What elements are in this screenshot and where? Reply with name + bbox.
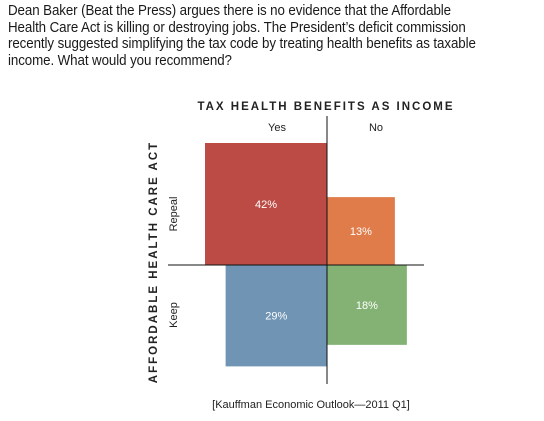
- cell-repeal-yes: [205, 143, 327, 265]
- cell-keep-yes: [225, 265, 327, 367]
- cell-value-label: 13%: [350, 226, 372, 238]
- column-label-no: No: [369, 122, 383, 134]
- quadrant-cells: 42% 13% 29% 18%: [205, 143, 407, 367]
- cell-value-label: 42%: [255, 199, 277, 211]
- row-label-keep: Keep: [168, 302, 180, 328]
- row-label-repeal: Repeal: [168, 197, 180, 232]
- cell-value-label: 29%: [265, 311, 287, 323]
- intro-question: Dean Baker (Beat the Press) argues there…: [8, 3, 476, 69]
- cell-repeal-no: [327, 197, 395, 265]
- cell-value-label: 18%: [356, 300, 378, 312]
- chart-ylabel: AFFORDABLE HEALTH CARE ACT: [148, 141, 160, 383]
- cell-keep-no: [327, 265, 407, 345]
- chart-title: TAX HEALTH BENEFITS AS INCOME: [197, 101, 454, 113]
- source-note: [Kauffman Economic Outlook—2011 Q1]: [212, 399, 410, 411]
- column-label-yes: Yes: [268, 122, 286, 134]
